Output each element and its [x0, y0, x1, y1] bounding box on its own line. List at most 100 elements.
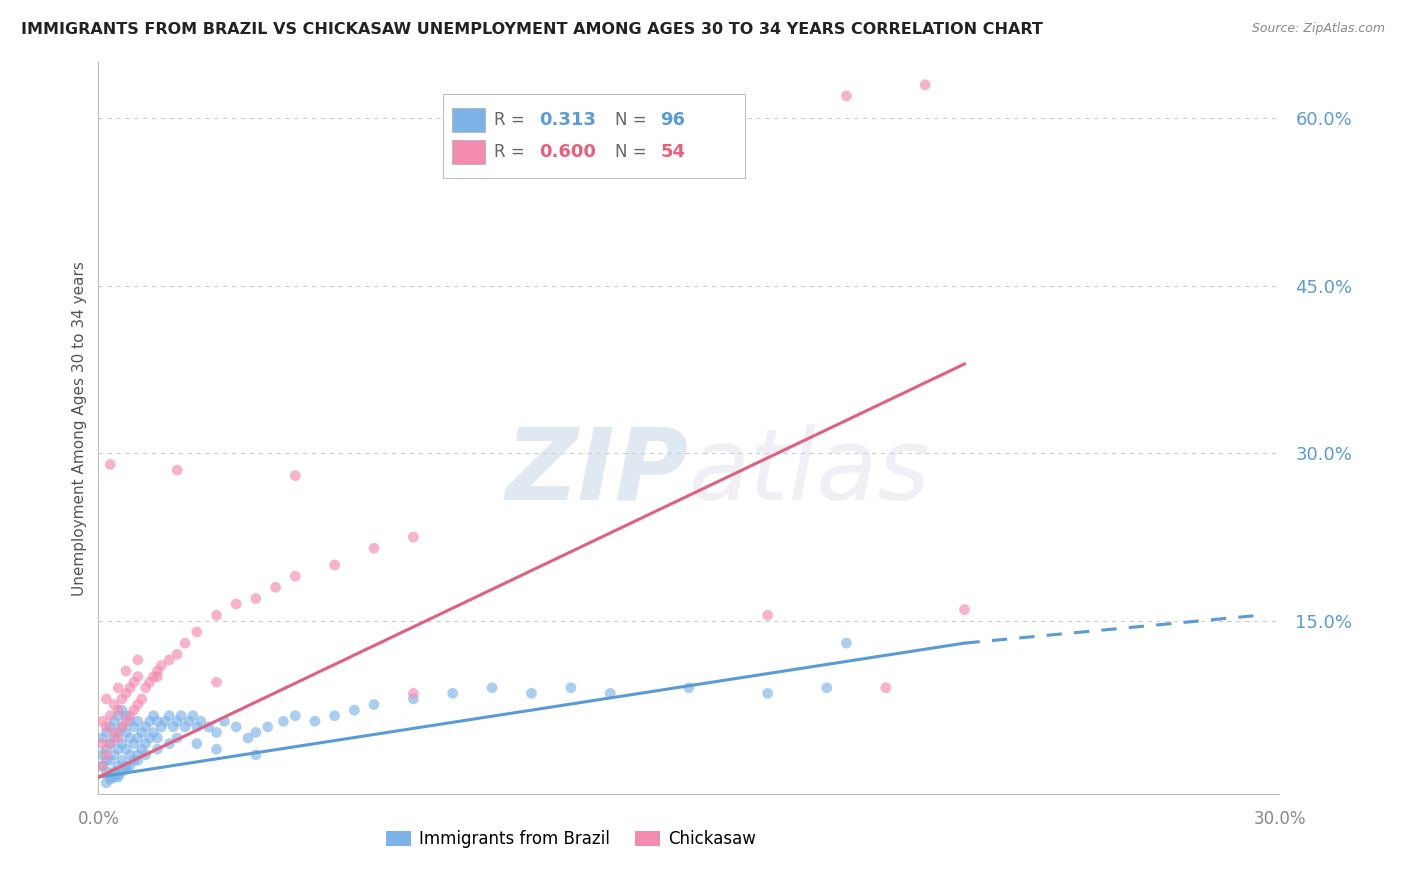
- Point: [96, 775, 118, 789]
- Point: [115, 714, 138, 729]
- Point: [103, 698, 125, 712]
- Point: [304, 714, 326, 729]
- Point: [756, 686, 779, 700]
- Point: [107, 708, 129, 723]
- Point: [520, 686, 543, 700]
- Point: [118, 708, 141, 723]
- Point: [98, 708, 121, 723]
- Point: [142, 725, 165, 739]
- Point: [363, 698, 385, 712]
- Point: [174, 636, 197, 650]
- Point: [343, 703, 366, 717]
- Point: [118, 731, 141, 745]
- Point: [111, 703, 134, 717]
- Point: [135, 720, 157, 734]
- Point: [150, 658, 173, 673]
- Point: [111, 753, 134, 767]
- Text: 0.600: 0.600: [540, 143, 596, 161]
- Point: [138, 675, 160, 690]
- Point: [245, 725, 267, 739]
- Point: [157, 708, 180, 723]
- Point: [146, 742, 169, 756]
- Point: [138, 731, 160, 745]
- Point: [245, 747, 267, 762]
- Point: [98, 770, 121, 784]
- Point: [107, 725, 129, 739]
- Point: [115, 664, 138, 678]
- Point: [103, 764, 125, 779]
- Text: IMMIGRANTS FROM BRAZIL VS CHICKASAW UNEMPLOYMENT AMONG AGES 30 TO 34 YEARS CORRE: IMMIGRANTS FROM BRAZIL VS CHICKASAW UNEM…: [21, 22, 1043, 37]
- Point: [96, 720, 118, 734]
- Point: [111, 764, 134, 779]
- Point: [91, 747, 114, 762]
- Point: [214, 714, 236, 729]
- Point: [835, 636, 858, 650]
- Point: [284, 569, 307, 583]
- Point: [875, 681, 897, 695]
- Point: [914, 78, 936, 92]
- Point: [599, 686, 621, 700]
- Point: [96, 747, 118, 762]
- Point: [284, 708, 307, 723]
- Text: N =: N =: [616, 111, 652, 129]
- Point: [103, 770, 125, 784]
- Point: [96, 725, 118, 739]
- Text: R =: R =: [495, 111, 530, 129]
- Point: [103, 747, 125, 762]
- Point: [166, 731, 188, 745]
- Point: [115, 686, 138, 700]
- Point: [131, 725, 153, 739]
- Legend: Immigrants from Brazil, Chickasaw: Immigrants from Brazil, Chickasaw: [380, 823, 762, 855]
- Point: [756, 608, 779, 623]
- Point: [197, 720, 219, 734]
- Point: [96, 692, 118, 706]
- Point: [111, 692, 134, 706]
- Point: [363, 541, 385, 556]
- Point: [127, 731, 149, 745]
- Point: [127, 653, 149, 667]
- Text: Source: ZipAtlas.com: Source: ZipAtlas.com: [1251, 22, 1385, 36]
- Point: [402, 692, 425, 706]
- Point: [323, 558, 346, 572]
- Point: [181, 708, 204, 723]
- Text: R =: R =: [495, 143, 530, 161]
- Point: [91, 737, 114, 751]
- Point: [402, 530, 425, 544]
- Text: N =: N =: [616, 143, 652, 161]
- Text: 0.313: 0.313: [540, 111, 596, 129]
- Point: [146, 714, 169, 729]
- FancyBboxPatch shape: [451, 108, 485, 132]
- Point: [170, 708, 193, 723]
- Point: [118, 681, 141, 695]
- Point: [122, 703, 145, 717]
- Point: [107, 742, 129, 756]
- Point: [111, 720, 134, 734]
- Point: [157, 653, 180, 667]
- Point: [107, 703, 129, 717]
- Point: [284, 468, 307, 483]
- Point: [481, 681, 503, 695]
- Point: [122, 753, 145, 767]
- Point: [98, 737, 121, 751]
- Point: [166, 463, 188, 477]
- Point: [111, 720, 134, 734]
- Point: [146, 731, 169, 745]
- Point: [186, 737, 208, 751]
- Point: [155, 714, 177, 729]
- Point: [441, 686, 464, 700]
- Point: [103, 714, 125, 729]
- Point: [225, 720, 247, 734]
- Point: [135, 737, 157, 751]
- Point: [127, 714, 149, 729]
- Point: [122, 675, 145, 690]
- Point: [127, 747, 149, 762]
- Point: [115, 759, 138, 773]
- Point: [107, 681, 129, 695]
- Point: [98, 737, 121, 751]
- Point: [107, 759, 129, 773]
- Point: [166, 714, 188, 729]
- Point: [236, 731, 259, 745]
- Point: [273, 714, 295, 729]
- Point: [953, 602, 976, 616]
- Point: [91, 731, 114, 745]
